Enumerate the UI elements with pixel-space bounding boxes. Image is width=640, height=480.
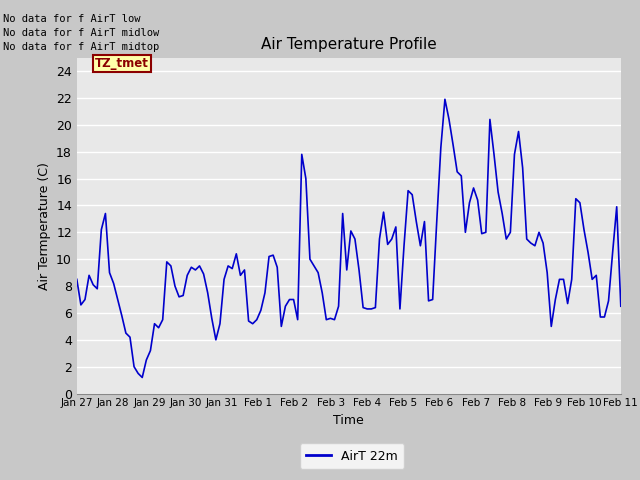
- Legend: AirT 22m: AirT 22m: [300, 444, 404, 469]
- Title: Air Temperature Profile: Air Temperature Profile: [261, 37, 436, 52]
- Text: TZ_tmet: TZ_tmet: [95, 57, 149, 70]
- X-axis label: Time: Time: [333, 414, 364, 427]
- Text: No data for f AirT low: No data for f AirT low: [3, 13, 141, 24]
- Text: No data for f AirT midtop: No data for f AirT midtop: [3, 42, 159, 52]
- Text: No data for f AirT midlow: No data for f AirT midlow: [3, 28, 159, 38]
- Y-axis label: Air Termperature (C): Air Termperature (C): [38, 162, 51, 289]
